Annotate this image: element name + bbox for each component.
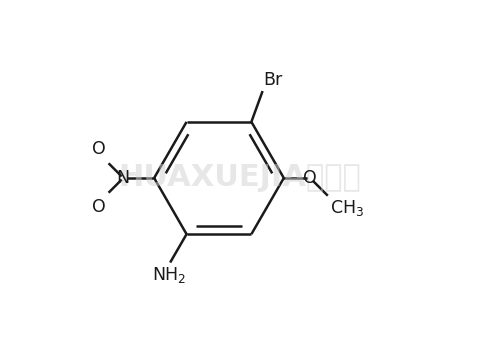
Text: CH$_3$: CH$_3$ [330,198,364,218]
Text: O: O [303,169,317,187]
Text: Br: Br [263,72,282,89]
Text: HUAXUEJIA化学加: HUAXUEJIA化学加 [119,163,361,193]
Text: O: O [92,198,105,216]
Text: O: O [92,140,105,158]
Text: N: N [117,169,130,187]
Text: NH$_2$: NH$_2$ [152,265,186,285]
